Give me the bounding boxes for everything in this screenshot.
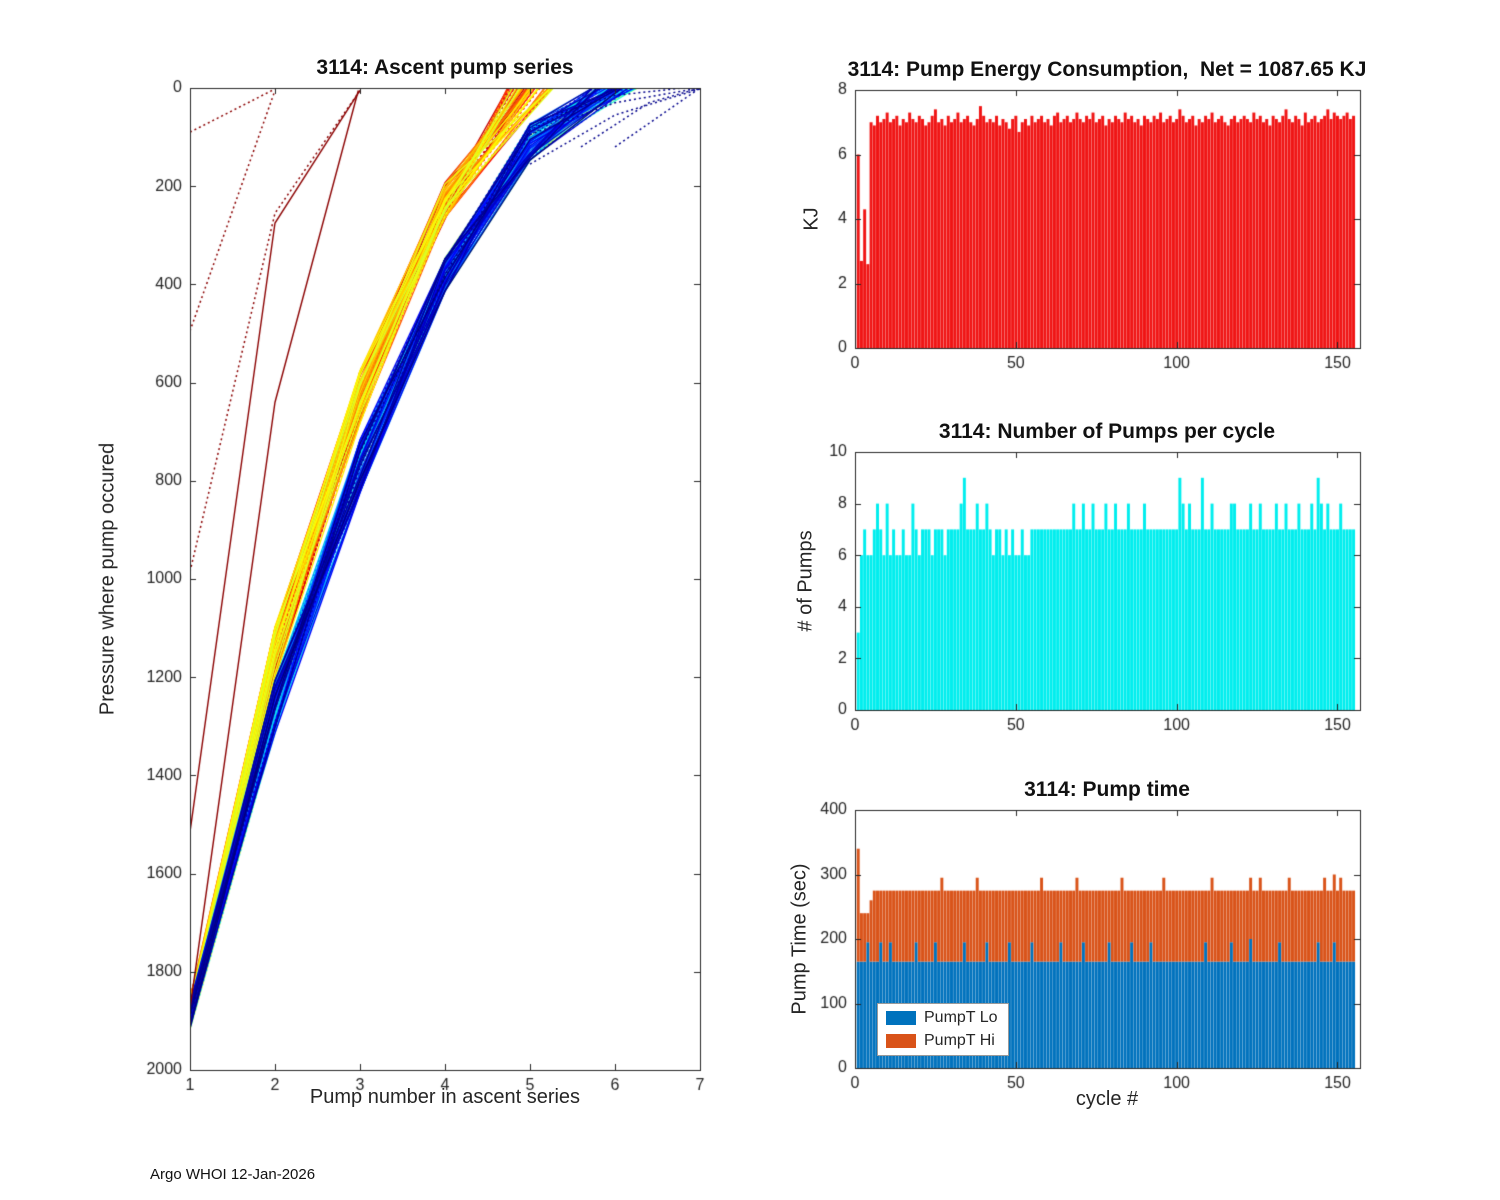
footer-text: Argo WHOI 12-Jan-2026 xyxy=(150,1166,316,1183)
ascent-y-axis-label: Pressure where pump occured xyxy=(96,442,119,716)
energy-y-axis-label: KJ xyxy=(800,207,823,231)
pumpt-lo-label: PumpT Lo xyxy=(924,1009,998,1026)
legend-item-pumpt-lo: PumpT Lo xyxy=(886,1009,998,1027)
pumpt-hi-swatch xyxy=(886,1034,916,1048)
ascent-pump-series-title: 3114: Ascent pump series xyxy=(316,56,574,79)
pump-energy-title: 3114: Pump Energy Consumption, Net = 108… xyxy=(847,58,1367,81)
ascent-x-axis-label: Pump number in ascent series xyxy=(309,1086,581,1108)
pump-time-title: 3114: Pump time xyxy=(1024,778,1190,801)
pumps-per-cycle-title: 3114: Number of Pumps per cycle xyxy=(938,420,1276,443)
pumpt-hi-label: PumpT Hi xyxy=(924,1032,995,1049)
pumpt-lo-swatch xyxy=(886,1011,916,1025)
legend-item-pumpt-hi: PumpT Hi xyxy=(886,1032,998,1050)
cycle-x-axis-label: cycle # xyxy=(1075,1088,1139,1110)
pump-time-y-axis-label: Pump Time (sec) xyxy=(788,863,811,1015)
pumps-y-axis-label: # of Pumps xyxy=(794,530,817,632)
legend: PumpT Lo PumpT Hi xyxy=(877,1003,1009,1056)
